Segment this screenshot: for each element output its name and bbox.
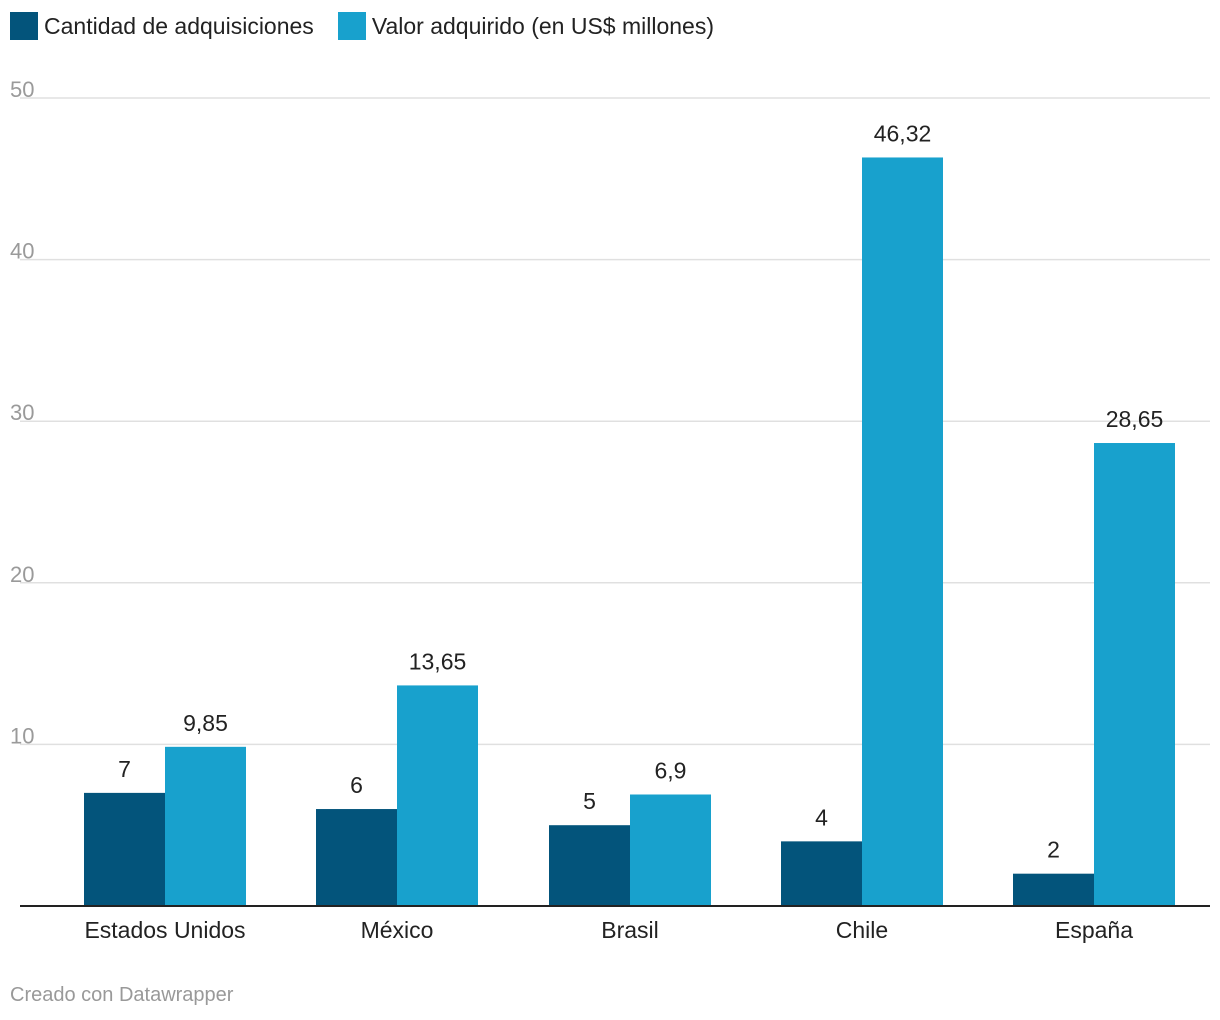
footer-credit: Creado con Datawrapper: [10, 984, 234, 1006]
bar-s1-3: [862, 157, 943, 906]
bar-s1-4: [1094, 443, 1175, 906]
data-label-s0-4: 2: [1047, 837, 1060, 863]
category-label-0: Estados Unidos: [84, 917, 245, 943]
category-label-3: Chile: [836, 917, 888, 943]
data-label-s1-1: 13,65: [409, 648, 467, 674]
legend-swatch-cantidad: [10, 12, 38, 40]
data-label-s1-0: 9,85: [183, 710, 228, 736]
data-label-s1-4: 28,65: [1106, 406, 1164, 432]
data-label-s1-3: 46,32: [874, 120, 932, 146]
bar-s0-1: [316, 809, 397, 906]
legend-swatch-valor: [337, 12, 366, 40]
data-label-s1-2: 6,9: [655, 757, 687, 783]
legend-label-cantidad: Cantidad de adquisiciones: [44, 12, 314, 39]
legend-item-valor: Valor adquirido (en US$ millones): [337, 12, 714, 40]
data-label-s0-2: 5: [583, 788, 596, 814]
y-tick-label-30: 30: [10, 400, 34, 425]
legend-item-cantidad: Cantidad de adquisiciones: [10, 12, 314, 40]
y-tick-label-50: 50: [10, 77, 34, 102]
data-label-s0-0: 7: [118, 756, 131, 782]
category-label-2: Brasil: [601, 917, 659, 943]
bar-s1-2: [630, 794, 711, 906]
bar-s1-0: [165, 746, 246, 906]
y-tick-label-40: 40: [10, 239, 34, 264]
data-label-s0-3: 4: [815, 804, 828, 830]
bar-s0-0: [84, 792, 165, 906]
legend-label-valor: Valor adquirido (en US$ millones): [371, 12, 714, 39]
y-tick-label-10: 10: [10, 723, 34, 748]
category-label-1: México: [361, 917, 434, 943]
bar-s0-4: [1013, 873, 1094, 906]
legend: Cantidad de adquisiciones Valor adquirid…: [10, 10, 738, 42]
y-tick-label-20: 20: [10, 562, 34, 587]
bar-s0-2: [549, 825, 630, 906]
bar-s0-3: [781, 841, 862, 906]
data-label-s0-1: 6: [350, 772, 363, 798]
bar-s1-1: [397, 685, 478, 906]
category-label-4: España: [1055, 917, 1133, 943]
